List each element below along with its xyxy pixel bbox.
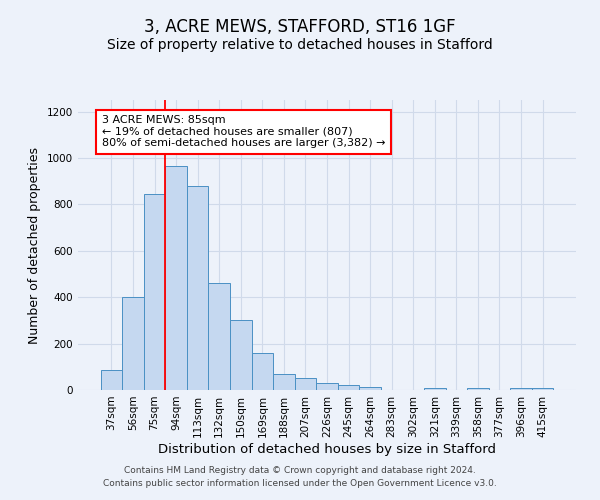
Bar	[144, 194, 166, 390]
Bar	[359, 386, 381, 390]
Text: Contains HM Land Registry data © Crown copyright and database right 2024.
Contai: Contains HM Land Registry data © Crown c…	[103, 466, 497, 487]
Bar	[208, 284, 230, 390]
Bar	[532, 388, 553, 390]
Bar	[316, 383, 338, 390]
Text: 3 ACRE MEWS: 85sqm
← 19% of detached houses are smaller (807)
80% of semi-detach: 3 ACRE MEWS: 85sqm ← 19% of detached hou…	[102, 115, 385, 148]
X-axis label: Distribution of detached houses by size in Stafford: Distribution of detached houses by size …	[158, 442, 496, 456]
Bar	[101, 370, 122, 390]
Bar	[424, 388, 446, 390]
Bar	[122, 297, 144, 390]
Bar	[295, 378, 316, 390]
Bar	[166, 166, 187, 390]
Y-axis label: Number of detached properties: Number of detached properties	[28, 146, 41, 344]
Text: Size of property relative to detached houses in Stafford: Size of property relative to detached ho…	[107, 38, 493, 52]
Bar	[273, 374, 295, 390]
Bar	[467, 388, 488, 390]
Bar	[187, 186, 208, 390]
Bar	[510, 388, 532, 390]
Text: 3, ACRE MEWS, STAFFORD, ST16 1GF: 3, ACRE MEWS, STAFFORD, ST16 1GF	[144, 18, 456, 36]
Bar	[230, 320, 251, 390]
Bar	[251, 353, 273, 390]
Bar	[338, 385, 359, 390]
